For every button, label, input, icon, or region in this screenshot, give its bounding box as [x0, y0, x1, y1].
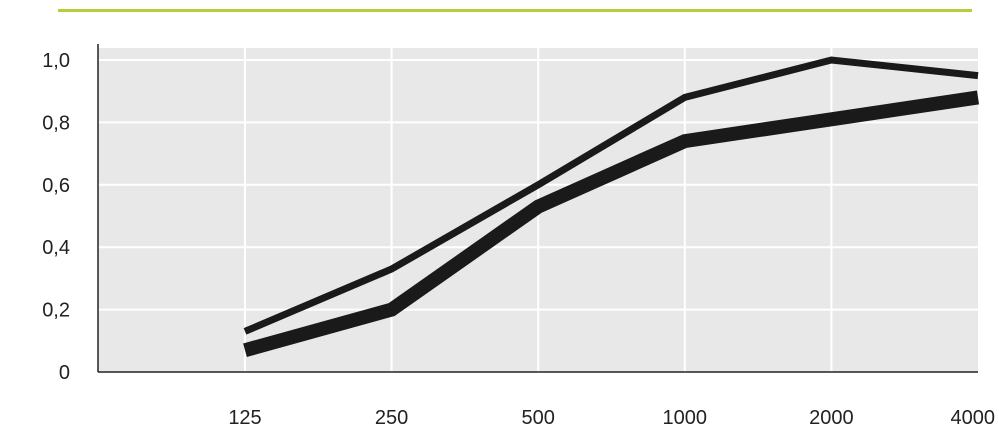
y-tick-label: 0,8 [42, 112, 70, 134]
x-tick-label: 500 [522, 407, 555, 429]
series-line-1 [243, 56, 979, 335]
x-tick-label: 2000 [809, 407, 854, 429]
y-tick-label: 0 [59, 362, 70, 384]
series-line-2 [243, 90, 980, 357]
x-tick-label: 4000 [951, 407, 996, 429]
accent-rule [58, 9, 972, 12]
x-tick-label: 250 [375, 407, 408, 429]
y-tick-label: 0,6 [42, 175, 70, 197]
y-tick-label: 1,0 [42, 50, 70, 72]
x-tick-label: 1000 [663, 407, 708, 429]
y-tick-label: 0,4 [42, 237, 70, 259]
x-tick-label: 125 [228, 407, 261, 429]
y-tick-label: 0,2 [42, 300, 70, 322]
